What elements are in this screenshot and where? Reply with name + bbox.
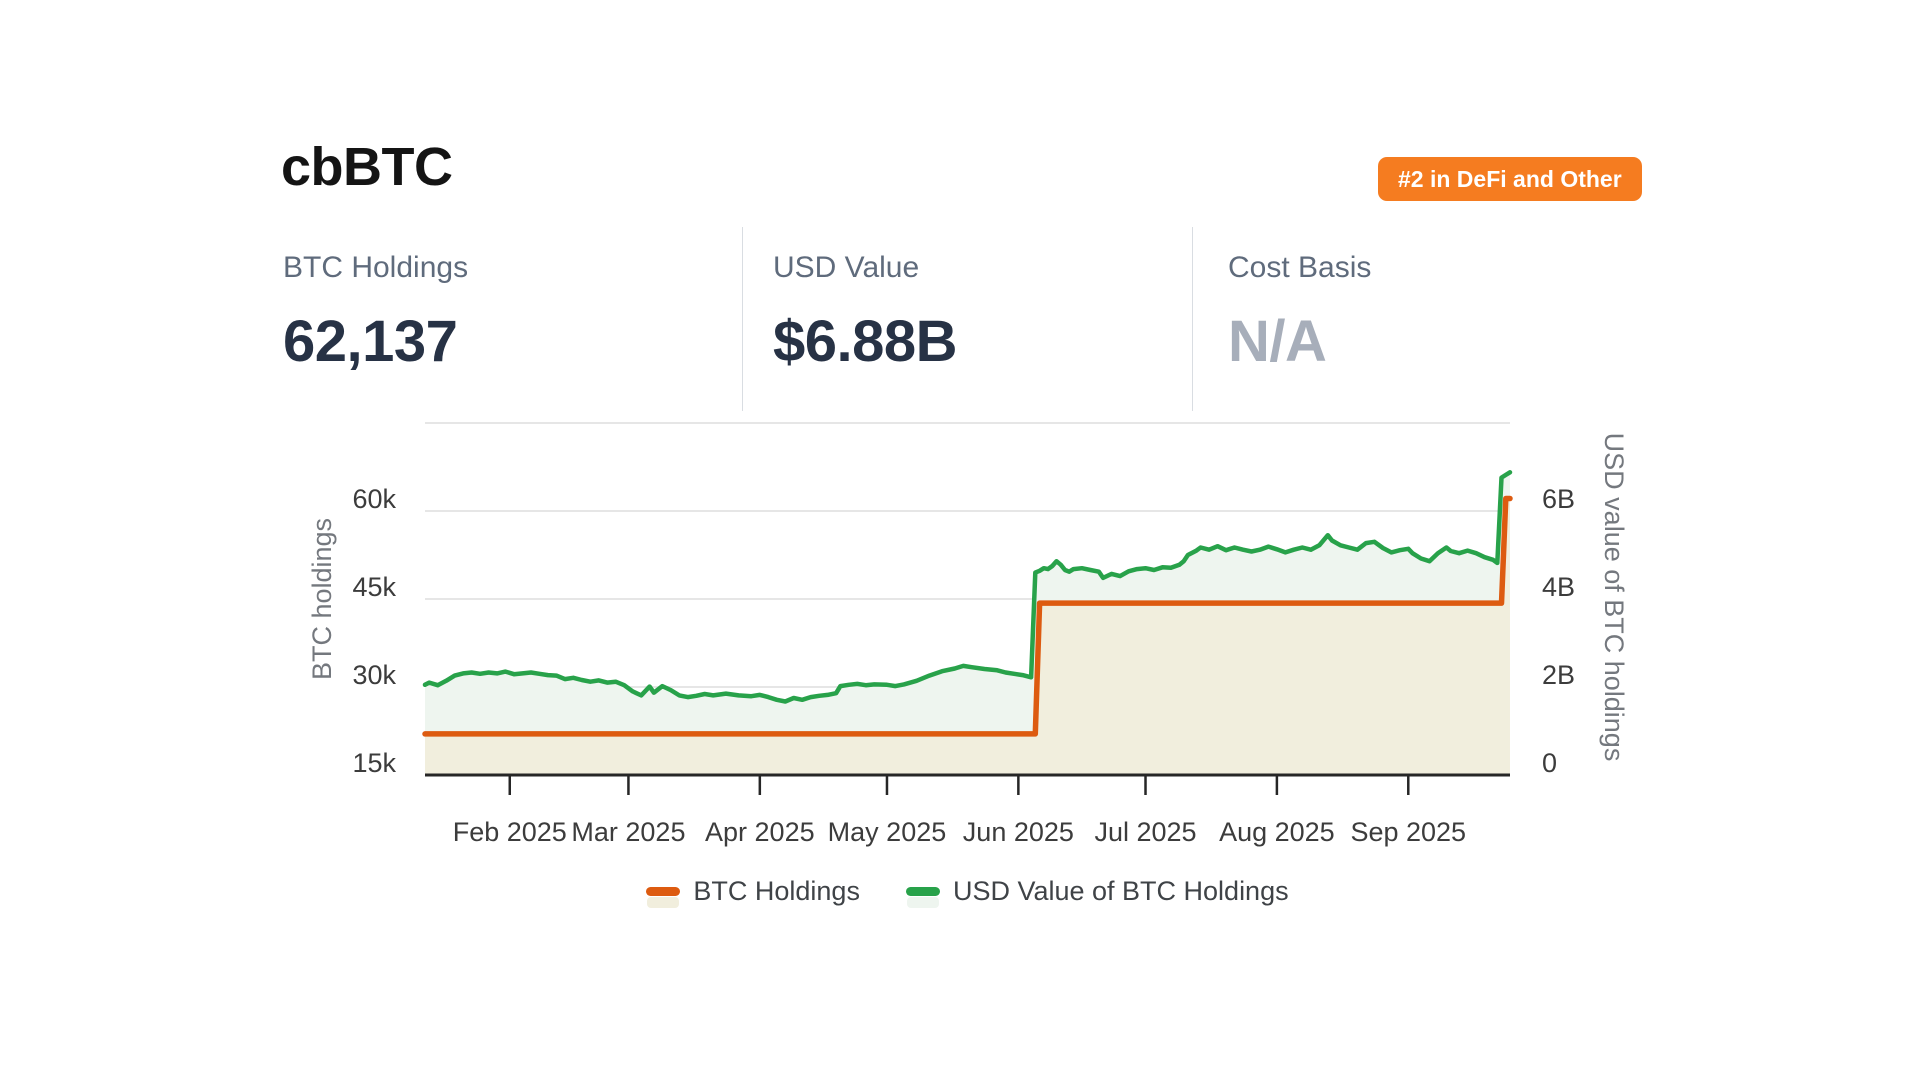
stat-label: Cost Basis xyxy=(1228,251,1372,284)
green-area-swatch-icon xyxy=(905,887,940,908)
stat-value: 62,137 xyxy=(283,309,458,374)
y-left-tick-label: 30k xyxy=(352,660,396,690)
x-tick-label: Sep 2025 xyxy=(1350,817,1466,847)
y-right-tick-label: 6B xyxy=(1542,484,1575,514)
y-right-tick-label: 0 xyxy=(1542,748,1557,778)
x-tick-label: Jul 2025 xyxy=(1094,817,1196,847)
orange-area-swatch-icon xyxy=(646,887,681,908)
legend-item-btc-holdings[interactable]: BTC Holdings xyxy=(646,876,860,908)
stat-divider xyxy=(1192,227,1193,411)
x-tick-label: Aug 2025 xyxy=(1219,817,1335,847)
stat-divider xyxy=(742,227,743,411)
legend-item-usd-value[interactable]: USD Value of BTC Holdings xyxy=(905,876,1289,908)
chart-legend: BTC Holdings USD Value of BTC Holdings xyxy=(425,876,1510,908)
stat-usd-value: USD Value $6.88B xyxy=(773,250,958,374)
x-tick-label: Mar 2025 xyxy=(571,817,685,847)
y-left-tick-label: 60k xyxy=(352,484,396,514)
stat-value: $6.88B xyxy=(773,309,958,374)
y-right-axis-title: USD value of BTC holdings xyxy=(1599,433,1629,762)
stat-label: USD Value xyxy=(773,251,920,284)
rank-badge: #2 in DeFi and Other xyxy=(1378,157,1642,201)
y-left-tick-label: 45k xyxy=(352,572,396,602)
y-left-tick-label: 15k xyxy=(352,748,396,778)
area-btc-holdings xyxy=(425,498,1510,775)
legend-label: USD Value of BTC Holdings xyxy=(952,876,1289,906)
y-right-tick-label: 4B xyxy=(1542,572,1575,602)
x-tick-label: Apr 2025 xyxy=(705,817,815,847)
page-title: cbBTC xyxy=(281,137,453,197)
stat-label: BTC Holdings xyxy=(283,251,469,284)
x-tick-label: Jun 2025 xyxy=(963,817,1074,847)
stat-cost-basis: Cost Basis N/A xyxy=(1228,250,1371,374)
stat-btc-holdings: BTC Holdings 62,137 xyxy=(283,250,468,374)
line-usd-value-of-btc-holdings xyxy=(422,470,1513,704)
legend-label: BTC Holdings xyxy=(693,876,860,906)
y-right-tick-label: 2B xyxy=(1542,660,1575,690)
stat-value: N/A xyxy=(1228,309,1327,374)
y-left-axis-title: BTC holdings xyxy=(307,518,337,680)
x-tick-label: Feb 2025 xyxy=(453,817,567,847)
x-tick-label: May 2025 xyxy=(828,817,947,847)
line-btc-holdings xyxy=(422,495,1513,737)
